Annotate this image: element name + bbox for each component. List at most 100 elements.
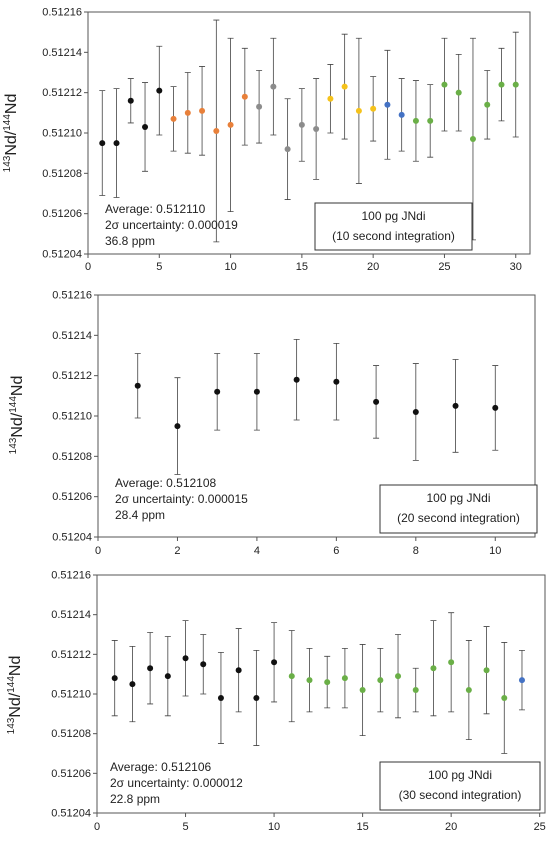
annotation: Average: 0.512106 (110, 760, 212, 774)
y-tick-label: 0.51206 (42, 208, 82, 220)
data-point (412, 117, 419, 124)
data-point (199, 107, 206, 114)
data-point (217, 694, 224, 701)
y-tick-label: 0.51216 (51, 570, 91, 582)
box-text: (10 second integration) (332, 229, 455, 243)
y-axis-label-part: Nd (3, 94, 20, 114)
data-point (253, 388, 260, 395)
y-tick-label: 0.51206 (51, 768, 91, 780)
data-point (455, 89, 462, 96)
data-point (134, 382, 141, 389)
data-point (111, 675, 118, 682)
y-tick-label: 0.51214 (52, 330, 92, 342)
data-point (370, 105, 377, 112)
data-point (313, 125, 320, 132)
x-tick-label: 0 (94, 821, 100, 833)
data-point (184, 109, 191, 116)
annotation: 36.8 ppm (105, 234, 155, 248)
annotation: Average: 0.512108 (115, 476, 217, 490)
x-tick-label: 20 (445, 821, 457, 833)
data-point (412, 687, 419, 694)
y-axis-label: 143Nd/144Nd (6, 656, 24, 735)
y-tick-label: 0.51208 (42, 168, 82, 180)
annotation-box (314, 202, 473, 251)
data-point (373, 398, 380, 405)
data-point (412, 408, 419, 415)
x-tick-label: 6 (333, 545, 339, 557)
y-tick-label: 0.51204 (52, 532, 92, 544)
x-tick-label: 2 (174, 545, 180, 557)
data-point (327, 95, 334, 102)
box-text: 100 pg JNdi (426, 491, 490, 505)
data-point (498, 81, 505, 88)
y-axis-label: 143Nd/144Nd (2, 94, 20, 173)
data-point (156, 87, 163, 94)
data-point (324, 679, 331, 686)
data-point (284, 146, 291, 153)
y-tick-label: 0.51212 (52, 370, 92, 382)
x-tick-label: 30 (510, 261, 522, 273)
x-tick-label: 5 (156, 261, 162, 273)
box-text: 100 pg JNdi (428, 768, 492, 782)
annotation: Average: 0.512110 (105, 202, 206, 216)
annotation: 2σ uncertainty: 0.000012 (110, 776, 243, 790)
data-point (147, 665, 154, 672)
data-point (164, 673, 171, 680)
data-point (127, 97, 134, 104)
y-axis-label-part: Nd (9, 376, 26, 396)
data-point (182, 655, 189, 662)
x-tick-label: 4 (254, 545, 260, 557)
data-point (484, 101, 491, 108)
data-point (170, 115, 177, 122)
data-point (214, 388, 221, 395)
x-tick-label: 25 (438, 261, 450, 273)
annotation-box (379, 761, 541, 811)
y-axis-label-part: 144 (2, 114, 13, 131)
y-tick-label: 0.51212 (42, 87, 82, 99)
data-point (129, 681, 136, 688)
data-point (384, 101, 391, 108)
y-axis-label-part: Nd (7, 656, 24, 676)
y-tick-label: 0.51214 (42, 47, 82, 59)
y-tick-label: 0.51204 (42, 249, 82, 261)
data-point (256, 103, 263, 110)
data-point (298, 121, 305, 128)
box-text: (30 second integration) (399, 788, 522, 802)
y-tick-label: 0.51206 (52, 491, 92, 503)
x-tick-label: 0 (85, 261, 91, 273)
data-point (452, 402, 459, 409)
data-point (174, 423, 181, 430)
data-point (213, 127, 220, 134)
box-text: 100 pg JNdi (361, 209, 425, 223)
x-tick-label: 20 (367, 261, 379, 273)
x-tick-label: 25 (534, 821, 546, 833)
y-tick-label: 0.51208 (52, 451, 92, 463)
y-tick-label: 0.51210 (52, 411, 92, 423)
y-axis-label-part: 143 (6, 717, 17, 734)
y-axis-label-part: Nd/ (3, 130, 20, 155)
annotation: 28.4 ppm (115, 508, 165, 522)
data-point (341, 675, 348, 682)
data-point (113, 140, 120, 147)
data-point (99, 140, 106, 147)
y-tick-label: 0.51204 (51, 808, 91, 820)
annotation-box (379, 484, 538, 534)
data-point (235, 667, 242, 674)
data-point (241, 93, 248, 100)
y-tick-label: 0.51212 (51, 649, 91, 661)
y-axis-label-part: 143 (8, 437, 19, 454)
x-tick-label: 8 (413, 545, 419, 557)
x-tick-label: 15 (356, 821, 368, 833)
y-axis-label-part: Nd/ (9, 412, 26, 437)
x-tick-label: 10 (489, 545, 501, 557)
data-point (377, 677, 384, 684)
data-point (395, 673, 402, 680)
y-axis-label-part: 144 (8, 396, 19, 413)
y-tick-label: 0.51214 (51, 609, 91, 621)
y-tick-label: 0.51216 (52, 290, 92, 302)
data-point (448, 659, 455, 666)
annotation: 22.8 ppm (110, 792, 160, 806)
data-point (227, 121, 234, 128)
box-text: (20 second integration) (397, 511, 520, 525)
